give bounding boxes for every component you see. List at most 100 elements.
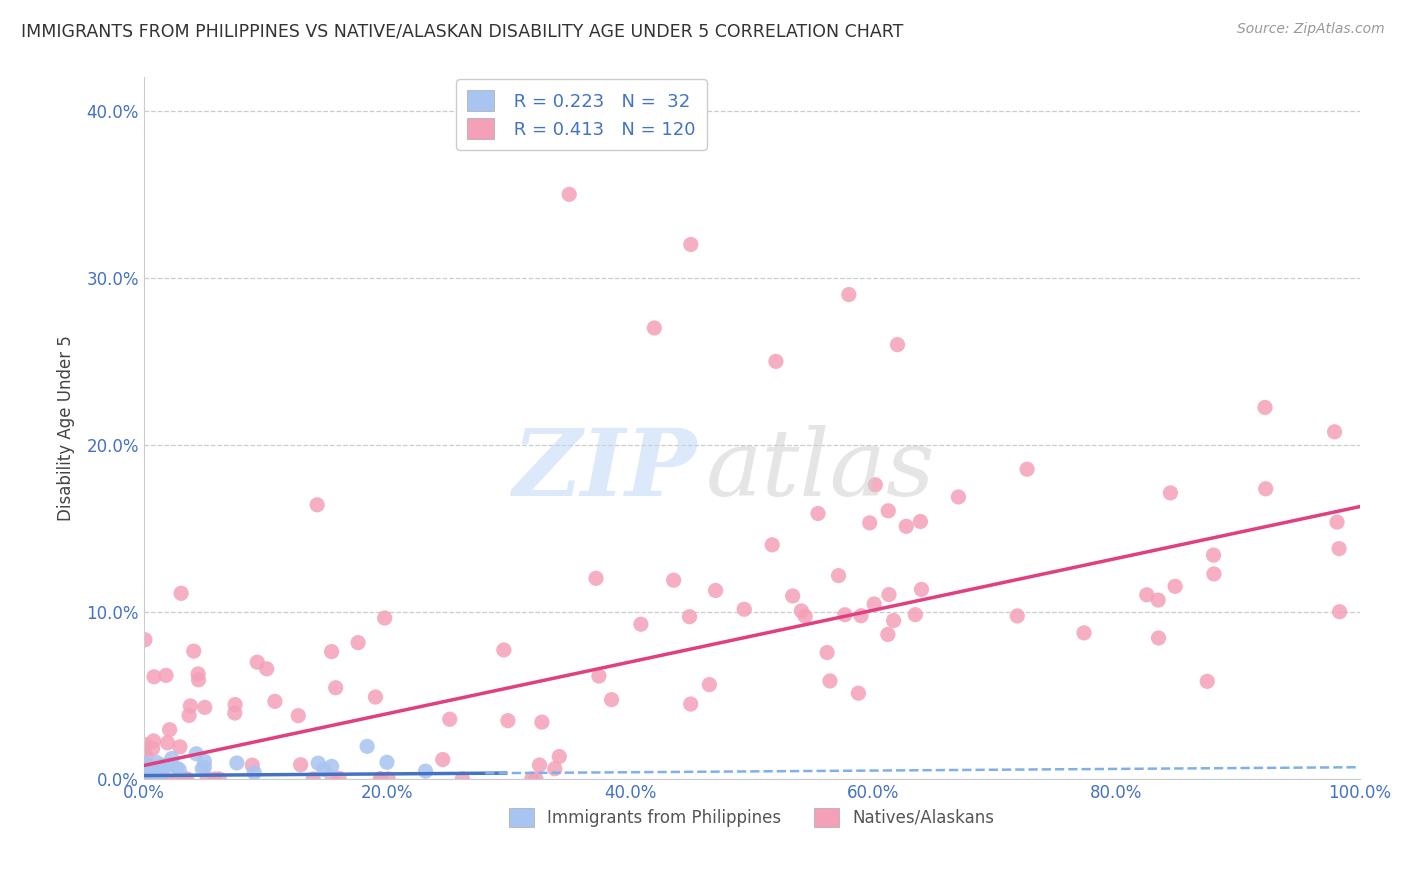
Point — [149, 772, 172, 786]
Point — [183, 644, 205, 658]
Point — [135, 772, 157, 786]
Point — [896, 519, 918, 533]
Point — [174, 772, 197, 786]
Text: ZIP: ZIP — [513, 425, 697, 516]
Point — [132, 772, 155, 786]
Point — [451, 772, 474, 786]
Y-axis label: Disability Age Under 5: Disability Age Under 5 — [58, 335, 75, 521]
Point — [302, 772, 325, 786]
Point — [146, 772, 169, 786]
Point — [662, 573, 685, 587]
Legend: Immigrants from Philippines, Natives/Alaskans: Immigrants from Philippines, Natives/Ala… — [502, 801, 1001, 834]
Point — [170, 586, 193, 600]
Point — [142, 772, 165, 786]
Point — [761, 538, 783, 552]
Point — [877, 504, 900, 518]
Point — [143, 772, 166, 786]
Point — [865, 478, 887, 492]
Point — [910, 582, 932, 597]
Point — [848, 686, 870, 700]
Point — [1327, 541, 1350, 556]
Point — [496, 714, 519, 728]
Point — [169, 763, 191, 777]
Point — [321, 644, 343, 658]
Point — [149, 772, 172, 786]
Point — [135, 749, 157, 764]
Point — [150, 766, 173, 780]
Point — [187, 667, 209, 681]
Point — [838, 287, 860, 301]
Point — [1202, 566, 1225, 581]
Point — [886, 337, 908, 351]
Point — [377, 772, 399, 786]
Point — [834, 607, 856, 622]
Point — [630, 617, 652, 632]
Point — [1197, 674, 1219, 689]
Point — [146, 756, 169, 770]
Point — [1147, 593, 1170, 607]
Point — [321, 772, 343, 786]
Point — [849, 608, 872, 623]
Point — [1329, 605, 1351, 619]
Point — [356, 739, 378, 754]
Point — [863, 597, 886, 611]
Point — [193, 760, 215, 774]
Point — [679, 237, 702, 252]
Point — [325, 681, 347, 695]
Point — [877, 588, 900, 602]
Point — [790, 604, 813, 618]
Point — [263, 694, 285, 708]
Point — [186, 747, 208, 761]
Point — [368, 772, 391, 786]
Point — [1323, 425, 1346, 439]
Point — [146, 772, 169, 786]
Point — [1159, 486, 1181, 500]
Point — [328, 772, 350, 786]
Point — [520, 772, 543, 786]
Point — [1254, 401, 1277, 415]
Point — [143, 762, 166, 776]
Point — [148, 763, 170, 777]
Point — [169, 739, 191, 754]
Point — [1326, 515, 1348, 529]
Point — [794, 609, 817, 624]
Point — [807, 507, 830, 521]
Point — [492, 643, 515, 657]
Point — [883, 614, 905, 628]
Point — [1147, 631, 1170, 645]
Point — [160, 751, 183, 765]
Point — [145, 772, 167, 786]
Point — [678, 609, 700, 624]
Point — [699, 677, 721, 691]
Point — [176, 772, 198, 786]
Point — [432, 752, 454, 766]
Point — [139, 763, 162, 777]
Point — [287, 708, 309, 723]
Point — [558, 187, 581, 202]
Point — [134, 756, 156, 771]
Point — [1164, 579, 1187, 593]
Point — [246, 655, 269, 669]
Point — [1254, 482, 1277, 496]
Point — [321, 759, 343, 773]
Point — [524, 772, 547, 786]
Point — [148, 760, 170, 774]
Point — [243, 765, 266, 780]
Point — [195, 772, 218, 786]
Point — [643, 321, 665, 335]
Point — [910, 515, 932, 529]
Point — [827, 568, 849, 582]
Text: IMMIGRANTS FROM PHILIPPINES VS NATIVE/ALASKAN DISABILITY AGE UNDER 5 CORRELATION: IMMIGRANTS FROM PHILIPPINES VS NATIVE/AL… — [21, 22, 904, 40]
Point — [1007, 609, 1029, 624]
Point — [765, 354, 787, 368]
Point — [876, 627, 898, 641]
Point — [204, 772, 226, 786]
Point — [415, 764, 437, 779]
Point — [167, 772, 190, 786]
Point — [1202, 548, 1225, 562]
Point — [585, 571, 607, 585]
Point — [157, 757, 180, 772]
Point — [374, 611, 396, 625]
Point — [544, 762, 567, 776]
Point — [600, 692, 623, 706]
